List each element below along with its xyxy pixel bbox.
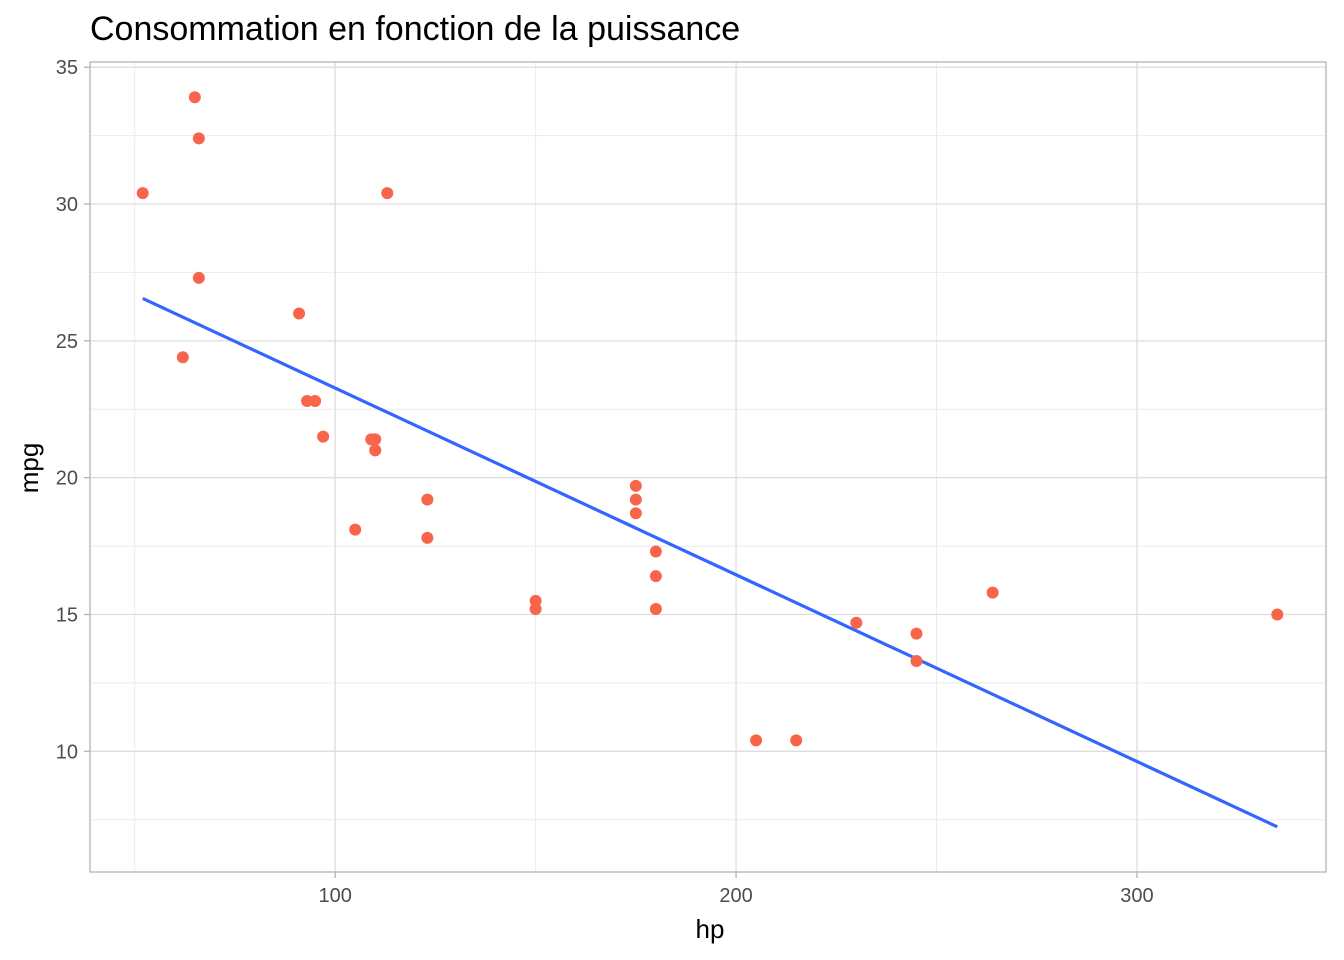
y-tick-label: 35: [56, 57, 78, 79]
data-point: [136, 187, 149, 200]
data-point: [629, 507, 642, 520]
data-point: [309, 395, 322, 408]
data-point: [649, 545, 662, 558]
x-tick-label: 300: [1120, 885, 1153, 907]
data-point: [349, 523, 362, 536]
data-point: [750, 734, 763, 747]
chart-title: Consommation en fonction de la puissance: [90, 10, 740, 48]
y-tick-label: 10: [56, 741, 78, 763]
y-tick-label: 15: [56, 604, 78, 626]
data-point: [529, 603, 542, 616]
data-point: [188, 91, 201, 104]
data-point: [850, 616, 863, 629]
data-point: [381, 187, 394, 200]
x-axis-title: hp: [696, 914, 725, 944]
data-point: [790, 734, 803, 747]
y-tick-label: 30: [56, 194, 78, 216]
x-tick-label: 100: [318, 885, 351, 907]
data-point: [629, 479, 642, 492]
x-axis-ticks: 100 200 300: [318, 872, 1154, 907]
y-tick-label: 20: [56, 468, 78, 490]
data-point: [369, 444, 382, 457]
y-tick-label: 25: [56, 331, 78, 353]
data-point: [629, 493, 642, 506]
data-point: [649, 570, 662, 583]
data-point: [192, 132, 205, 145]
minor-gridlines: [90, 62, 1326, 872]
x-tick-label: 200: [719, 885, 752, 907]
data-points: [136, 91, 1284, 747]
y-axis-title: mpg: [14, 443, 44, 494]
data-point: [986, 586, 999, 599]
data-point: [1271, 608, 1284, 621]
panel-border: [89, 61, 1327, 873]
y-axis-ticks: 10 15 20 25 30 35: [56, 57, 90, 763]
data-point: [910, 627, 923, 640]
data-point: [293, 307, 306, 320]
data-point: [192, 271, 205, 284]
data-point: [421, 493, 434, 506]
data-point: [365, 433, 378, 446]
data-point: [910, 655, 923, 668]
major-gridlines: [90, 62, 1326, 872]
data-point: [649, 603, 662, 616]
trend-line: [142, 296, 1278, 829]
data-point: [176, 351, 189, 364]
trend-line-group: [142, 296, 1278, 829]
data-point: [317, 430, 330, 443]
data-point: [421, 531, 434, 544]
data-point: [529, 594, 542, 607]
